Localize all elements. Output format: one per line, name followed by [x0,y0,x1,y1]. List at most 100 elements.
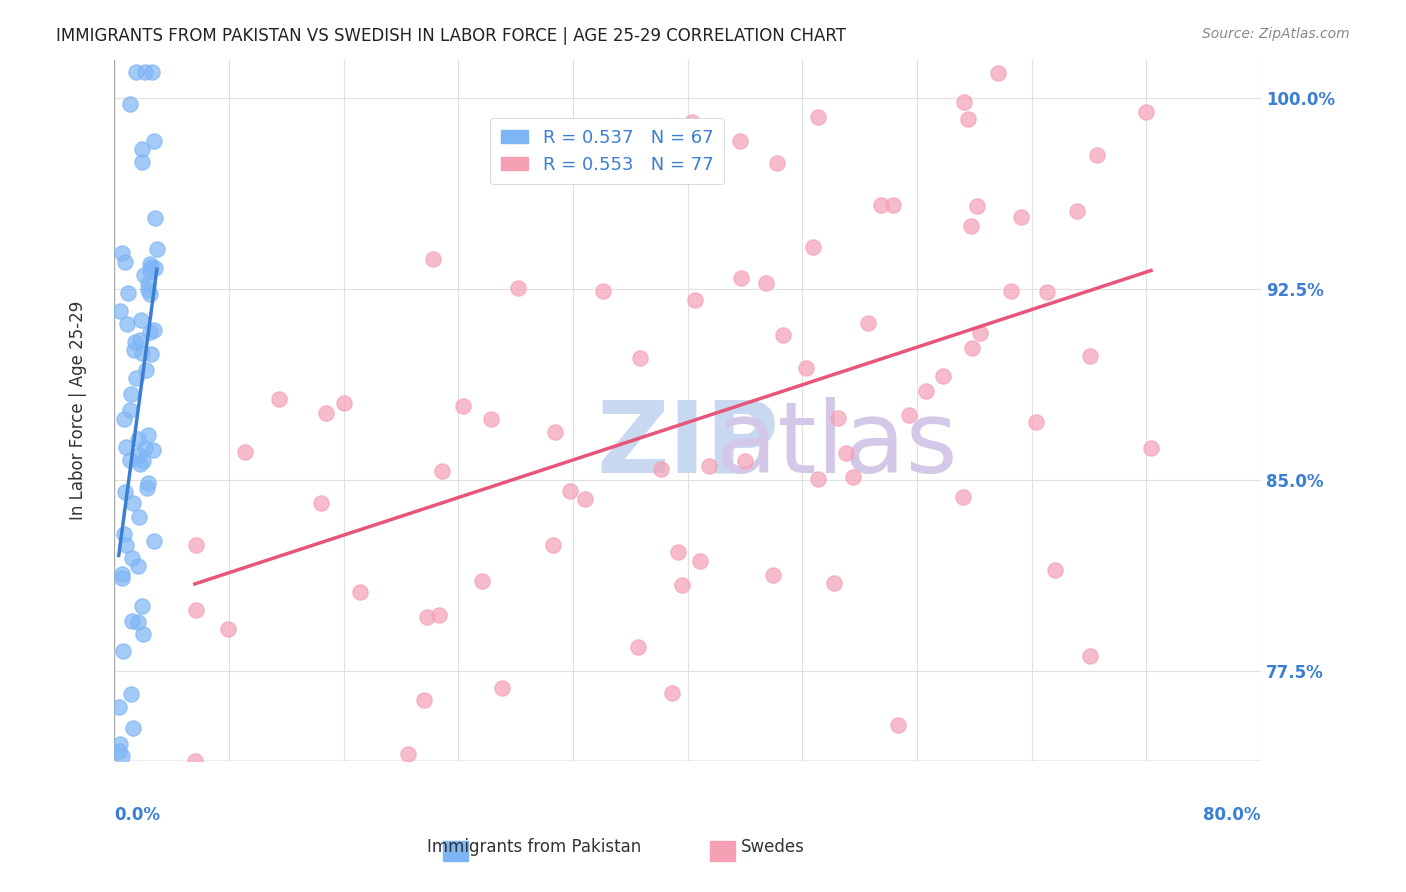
Point [766,156,789,170]
Point [762,568,785,582]
Point [142,134,165,148]
Point [184,538,207,552]
Point [333,395,356,409]
Point [544,425,567,439]
Point [118,97,141,112]
Point [987,65,1010,79]
Point [111,748,134,763]
Point [120,387,142,401]
Point [914,384,936,399]
Point [139,287,162,301]
Point [801,240,824,254]
Point [834,446,856,460]
Point [932,369,955,384]
Point [134,65,156,79]
Point [135,482,157,496]
Point [115,538,138,552]
Point [120,453,142,467]
Point [1000,285,1022,299]
Point [108,303,131,318]
Point [491,681,513,695]
Point [666,544,689,558]
Point [827,411,849,425]
Point [1010,210,1032,224]
Point [396,747,419,761]
Point [966,199,988,213]
Point [1085,148,1108,162]
Point [730,134,752,148]
Point [1025,416,1047,430]
Point [125,65,148,79]
Point [560,483,582,498]
Point [136,427,159,442]
Point [124,334,146,349]
Point [110,737,132,751]
Point [111,644,134,658]
Point [107,700,129,714]
Point [856,316,879,330]
Point [132,627,155,641]
Point [427,607,450,622]
Point [960,219,983,234]
Point [755,276,778,290]
Point [139,325,162,339]
Point [132,268,155,282]
Point [689,554,711,568]
Point [957,112,980,126]
Point [134,441,156,455]
Point [132,454,155,468]
Point [111,245,134,260]
Point [136,283,159,297]
Point [122,495,145,509]
Point [131,345,153,359]
Point [734,454,756,468]
Point [139,347,162,361]
Point [683,293,706,308]
Point [574,492,596,507]
Point [235,445,257,459]
Text: 80.0%: 80.0% [1204,806,1261,824]
Point [841,470,863,484]
Point [138,475,160,490]
Point [887,718,910,732]
Point [108,744,131,758]
Point [128,333,150,347]
Point [1066,203,1088,218]
Point [870,197,893,211]
Point [136,277,159,291]
Text: Source: ZipAtlas.com: Source: ZipAtlas.com [1202,27,1350,41]
Point [115,440,138,454]
Text: IMMIGRANTS FROM PAKISTAN VS SWEDISH IN LABOR FORCE | AGE 25-29 CORRELATION CHART: IMMIGRANTS FROM PAKISTAN VS SWEDISH IN L… [56,27,846,45]
Point [309,496,332,510]
Point [114,255,136,269]
Point [122,343,145,358]
Point [127,615,149,629]
Point [681,115,703,129]
Point [592,284,614,298]
Point [471,574,494,589]
Point [145,211,167,225]
Point [823,576,845,591]
Point [128,510,150,524]
Point [125,371,148,385]
Point [506,281,529,295]
Point [217,622,239,636]
Point [112,527,135,541]
Point [697,458,720,473]
Point [114,412,136,426]
Point [135,363,157,377]
Point [952,491,974,505]
Point [139,257,162,271]
Point [432,464,454,478]
Point [146,242,169,256]
Point [131,599,153,613]
Point [479,412,502,426]
Point [628,351,651,365]
Point [349,585,371,599]
Point [882,198,904,212]
Point [807,472,830,486]
Point [451,399,474,413]
Point [111,567,134,582]
Point [141,65,163,79]
Point [128,448,150,462]
